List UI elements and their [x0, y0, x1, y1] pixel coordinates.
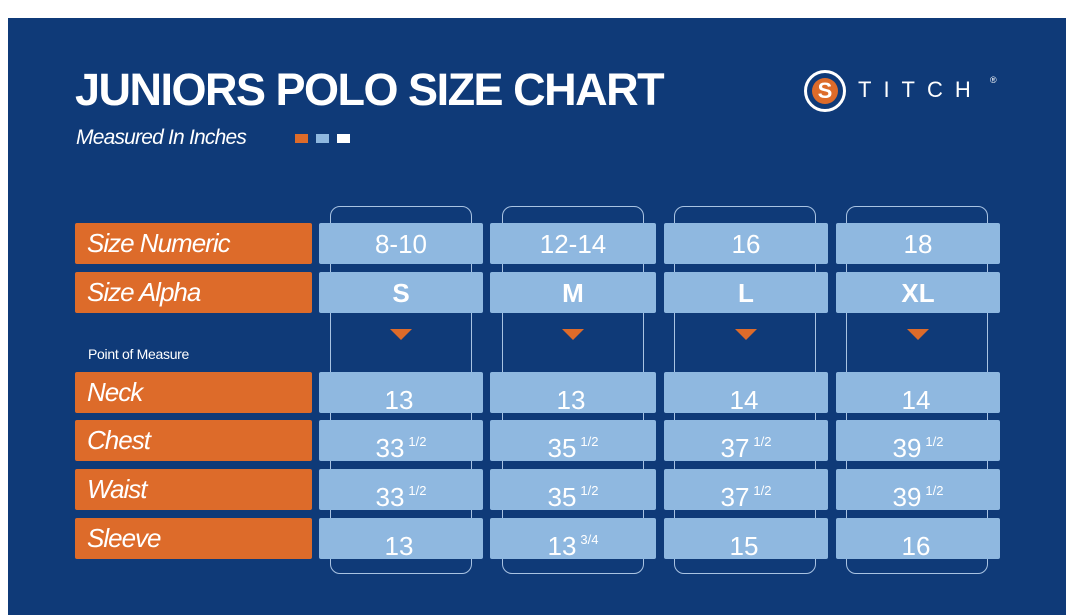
- cell-waist: 35 1/2: [490, 469, 656, 512]
- cell-size-numeric: 8-10: [319, 223, 483, 264]
- cell-size-alpha: S: [319, 272, 483, 313]
- down-arrow-icon: [907, 329, 929, 340]
- point-of-measure-label: Point of Measure: [88, 346, 190, 362]
- value-whole: 13: [556, 385, 586, 415]
- value-whole: 39: [892, 433, 922, 463]
- label-chest: Chest: [75, 420, 312, 461]
- value-whole: 14: [901, 385, 931, 415]
- cell-chest: 39 1/2: [836, 420, 1000, 463]
- cell-neck: 13: [319, 372, 483, 415]
- label-waist: Waist: [75, 469, 312, 510]
- legend-square-orange: [295, 134, 308, 143]
- cell-sleeve: 13 3/4: [490, 518, 656, 561]
- value-whole: 14: [729, 385, 759, 415]
- down-arrow-icon: [390, 329, 412, 340]
- value-fraction: 1/2: [408, 483, 427, 498]
- logo-mark: S: [812, 78, 838, 104]
- cell-waist: 39 1/2: [836, 469, 1000, 512]
- cell-chest: 33 1/2: [319, 420, 483, 463]
- cell-neck: 14: [664, 372, 828, 415]
- stitch-logo-icon: S: [804, 70, 846, 112]
- value-whole: 16: [901, 531, 931, 561]
- value-fraction: 1/2: [580, 483, 599, 498]
- value-whole: 37: [720, 433, 750, 463]
- cell-neck: 14: [836, 372, 1000, 415]
- value-whole: 13: [384, 531, 414, 561]
- label-sleeve: Sleeve: [75, 518, 312, 559]
- cell-size-numeric: 18: [836, 223, 1000, 264]
- cell-sleeve: 13: [319, 518, 483, 561]
- chart-subtitle: Measured In Inches: [76, 126, 247, 149]
- value-whole: 39: [892, 482, 922, 512]
- cell-waist: 33 1/2: [319, 469, 483, 512]
- logo-text: TITCH: [858, 77, 983, 102]
- cell-chest: 37 1/2: [664, 420, 828, 463]
- value-fraction: 1/2: [580, 434, 599, 449]
- down-arrow-icon: [562, 329, 584, 340]
- value-fraction: 1/2: [925, 483, 944, 498]
- value-whole: 15: [729, 531, 759, 561]
- value-whole: 33: [375, 433, 405, 463]
- cell-size-alpha: M: [490, 272, 656, 313]
- value-fraction: 3/4: [580, 532, 599, 547]
- value-whole: 37: [720, 482, 750, 512]
- chart-title: JUNIORS POLO SIZE CHART: [75, 64, 665, 115]
- value-whole: 33: [375, 482, 405, 512]
- size-chart-panel: JUNIORS POLO SIZE CHART Measured In Inch…: [8, 18, 1066, 615]
- label-size-numeric: Size Numeric: [75, 223, 312, 264]
- value-whole: 13: [384, 385, 414, 415]
- legend-square-white: [337, 134, 350, 143]
- value-fraction: 1/2: [408, 434, 427, 449]
- registered-mark: ®: [990, 75, 997, 85]
- cell-neck: 13: [490, 372, 656, 415]
- value-whole: 13: [547, 531, 577, 561]
- value-whole: 35: [547, 433, 577, 463]
- down-arrow-icon: [735, 329, 757, 340]
- cell-size-numeric: 16: [664, 223, 828, 264]
- legend-square-blue: [316, 134, 329, 143]
- cell-size-alpha: L: [664, 272, 828, 313]
- value-fraction: 1/2: [753, 434, 772, 449]
- cell-size-numeric: 12-14: [490, 223, 656, 264]
- label-size-alpha: Size Alpha: [75, 272, 312, 313]
- cell-chest: 35 1/2: [490, 420, 656, 463]
- cell-waist: 37 1/2: [664, 469, 828, 512]
- cell-sleeve: 15: [664, 518, 828, 561]
- value-fraction: 1/2: [753, 483, 772, 498]
- value-whole: 35: [547, 482, 577, 512]
- cell-size-alpha: XL: [836, 272, 1000, 313]
- value-fraction: 1/2: [925, 434, 944, 449]
- cell-sleeve: 16: [836, 518, 1000, 561]
- label-neck: Neck: [75, 372, 312, 413]
